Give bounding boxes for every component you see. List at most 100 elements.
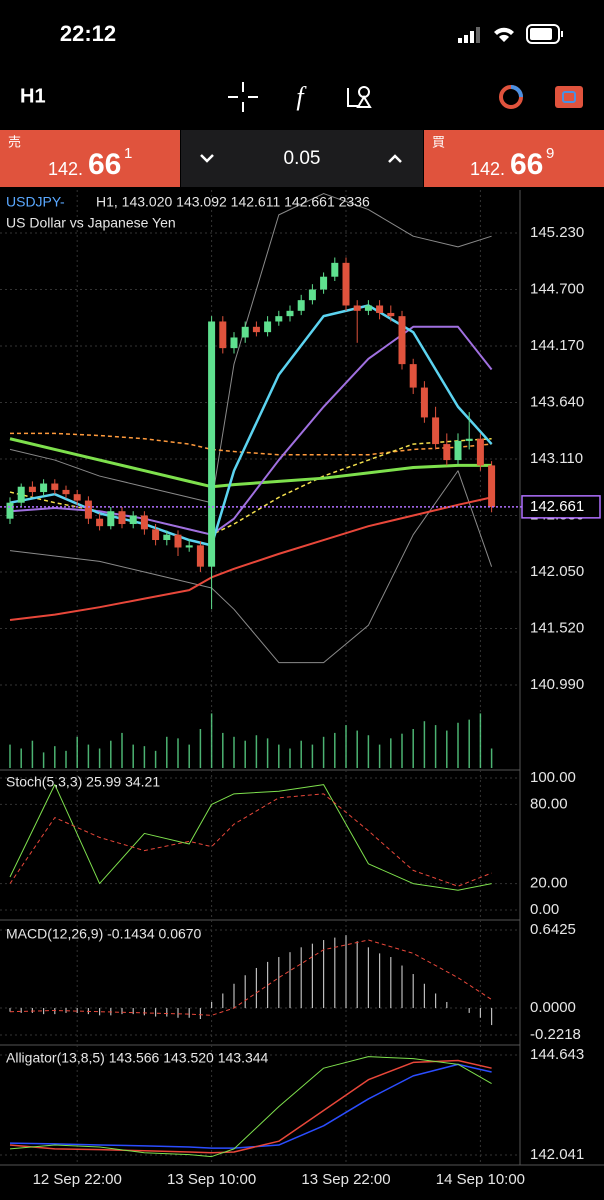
indicator-line — [9, 496, 492, 621]
current-price-box — [521, 495, 601, 519]
crosshair-button[interactable] — [228, 82, 258, 112]
sell-price-main: 142. — [48, 159, 83, 179]
y-tick-label: 144.170 — [530, 337, 584, 354]
y-tick-label: 0.0000 — [530, 999, 576, 1016]
candle-body — [398, 316, 406, 365]
one-click-button[interactable] — [555, 86, 583, 108]
y-tick-label: 142.050 — [530, 563, 584, 580]
y-tick-label: 142.041 — [530, 1146, 584, 1163]
candle-body — [286, 310, 294, 317]
stoch-title: Stoch(5,3,3) 25.99 34.21 — [6, 774, 160, 790]
x-tick-label: 13 Sep 10:00 — [167, 1171, 256, 1188]
clock: 22:12 — [60, 21, 116, 46]
y-tick-label: 144.700 — [530, 280, 584, 297]
candle-body — [387, 312, 395, 317]
alligator-line — [9, 1063, 492, 1149]
alligator-line — [9, 1059, 492, 1154]
indicator-line — [9, 437, 492, 489]
candle-body — [454, 440, 462, 461]
status-icons — [458, 24, 563, 44]
candle-body — [107, 511, 115, 527]
buy-price-big: 66 — [510, 148, 543, 181]
x-tick-label: 13 Sep 22:00 — [301, 1171, 390, 1188]
candle-body — [353, 305, 361, 311]
candle-body — [17, 486, 25, 503]
candle-body — [129, 515, 137, 525]
y-tick-label: 100.00 — [530, 769, 576, 786]
candle-body — [6, 502, 14, 519]
candle-body — [40, 483, 48, 493]
candle-body — [28, 486, 36, 493]
volume-down[interactable] — [200, 154, 214, 163]
volume-up[interactable] — [388, 154, 402, 163]
candle-body — [376, 305, 384, 313]
sell-price-big: 66 — [88, 148, 121, 181]
indicator-line — [9, 193, 492, 504]
candle-body — [252, 326, 260, 333]
x-tick-label: 12 Sep 22:00 — [33, 1171, 122, 1188]
volume-value[interactable]: 0.05 — [284, 148, 321, 169]
plot-area: 12 Sep 22:00 13 Sep 10:00 13 Sep 22:00 14 S… — [0, 190, 601, 1188]
candle-body — [420, 387, 428, 418]
candle-body — [443, 444, 451, 461]
candle-body — [118, 511, 126, 525]
y-tick-label: 20.00 — [530, 875, 568, 892]
y-tick-label: 140.990 — [530, 676, 584, 693]
objects-button[interactable] — [347, 86, 372, 108]
candle-body — [96, 518, 104, 527]
candle-body — [62, 489, 70, 495]
candle-body — [163, 534, 171, 541]
sell-button[interactable] — [0, 130, 180, 187]
macd-signal-line — [9, 939, 492, 1016]
stoch-line — [9, 793, 492, 887]
candle-body — [308, 289, 316, 301]
y-tick-label: 143.110 — [530, 450, 583, 467]
indicator-button[interactable]: f — [296, 82, 307, 111]
candle-body — [432, 417, 440, 445]
buy-price-main: 142. — [470, 159, 505, 179]
indicator-line — [10, 432, 492, 456]
candle-body — [465, 438, 473, 441]
candle-body — [140, 515, 148, 530]
candle-body — [196, 545, 204, 567]
indicator-line — [9, 325, 493, 536]
candle-body — [152, 529, 160, 541]
candle-body — [84, 500, 92, 519]
sell-label: 売 — [8, 134, 21, 149]
candle-body — [342, 262, 350, 306]
candle-body — [488, 465, 496, 507]
trade-indicator-button[interactable] — [499, 85, 523, 109]
y-tick-label: 0.00 — [530, 901, 559, 918]
indicator-line — [9, 470, 493, 664]
y-tick-label: 145.230 — [530, 224, 584, 241]
timeframe-button[interactable]: H1 — [20, 85, 46, 107]
alligator-line — [9, 1056, 492, 1158]
sell-price-sup: 1 — [124, 145, 132, 162]
buy-button[interactable] — [424, 130, 604, 187]
y-tick-label: 144.643 — [530, 1046, 584, 1063]
ohlc-info: H1, 143.020 143.092 142.611 142.661 2336 — [96, 194, 370, 210]
candle-body — [364, 305, 372, 311]
candle-body — [331, 262, 339, 277]
candle-body — [230, 337, 238, 349]
y-tick-label: 0.6425 — [530, 921, 576, 938]
candle-body — [409, 364, 417, 388]
candle-body — [174, 534, 182, 548]
y-tick-label: -0.2218 — [530, 1026, 581, 1043]
alligator-title: Alligator(13,8,5) 143.566 143.520 143.34… — [6, 1050, 269, 1066]
x-tick-label: 14 Sep 10:00 — [436, 1171, 525, 1188]
symbol[interactable]: USDJPY- — [6, 194, 65, 210]
y-tick-label: 141.520 — [530, 619, 584, 636]
y-tick-label: 143.640 — [530, 393, 584, 410]
stoch-line — [9, 784, 492, 891]
macd-title: MACD(12,26,9) -0.1434 0.0670 — [6, 926, 202, 942]
buy-label: 買 — [432, 134, 445, 149]
candle-body — [241, 326, 249, 338]
candle-body — [297, 300, 305, 311]
candle-body — [264, 321, 272, 333]
candle-body — [320, 276, 328, 290]
candle-body — [185, 545, 193, 548]
buy-price-sup: 9 — [546, 145, 554, 162]
